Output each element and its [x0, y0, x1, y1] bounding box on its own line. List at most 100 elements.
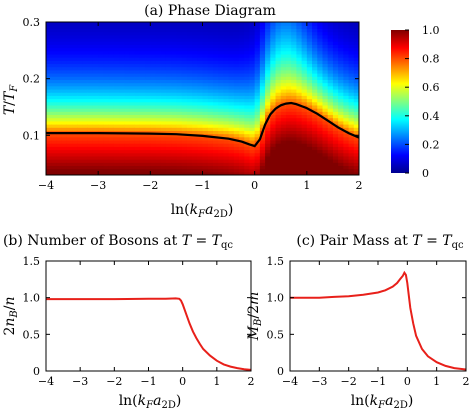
- heatmap-cell: [259, 146, 266, 151]
- heatmap-cell: [353, 124, 359, 128]
- heatmap-cell: [176, 22, 183, 26]
- heatmap-cell: [87, 104, 94, 109]
- heatmap-cell: [160, 165, 167, 170]
- heatmap-cell: [150, 22, 157, 26]
- heatmap-cell: [119, 133, 125, 138]
- heatmap-cell: [134, 66, 141, 71]
- heatmap-cell: [312, 120, 318, 125]
- heatmap-cell: [343, 31, 350, 36]
- heatmap-cell: [322, 22, 329, 26]
- heatmap-cell: [233, 92, 240, 96]
- heatmap-cell: [150, 95, 157, 100]
- heatmap-cell: [343, 95, 350, 100]
- heatmap-cell: [249, 25, 256, 29]
- heatmap-cell: [327, 139, 334, 144]
- heatmap-cell: [197, 60, 204, 65]
- heatmap-cell: [348, 53, 355, 58]
- heatmap-cell: [66, 69, 73, 74]
- heatmap-cell: [228, 108, 235, 112]
- heatmap-cell: [244, 53, 251, 58]
- heatmap-cell: [338, 79, 344, 84]
- heatmap-cell: [322, 108, 329, 112]
- heatmap-cell: [134, 139, 141, 144]
- heatmap-cell: [46, 95, 52, 100]
- heatmap-cell: [139, 44, 146, 49]
- heatmap-cell: [134, 108, 141, 112]
- heatmap-cell: [343, 76, 350, 80]
- heatmap-cell: [343, 22, 350, 26]
- heatmap-cell: [212, 82, 219, 87]
- heatmap-cell: [301, 73, 308, 77]
- heatmap-cell: [343, 85, 350, 90]
- heatmap-cell: [160, 162, 167, 167]
- heatmap-cell: [202, 25, 209, 29]
- heatmap-cell: [82, 92, 89, 96]
- heatmap-cell: [254, 98, 261, 103]
- heatmap-cell: [275, 92, 282, 96]
- heatmap-cell: [338, 143, 344, 147]
- heatmap-cell: [192, 25, 198, 29]
- heatmap-cell: [218, 50, 224, 55]
- heatmap-cell: [66, 98, 73, 103]
- heatmap-cell: [296, 171, 303, 175]
- heatmap-cell: [228, 44, 235, 49]
- heatmap-cell: [207, 69, 214, 74]
- heatmap-cell: [103, 57, 110, 61]
- heatmap-cell: [87, 28, 94, 33]
- heatmap-cell: [212, 120, 219, 125]
- heatmap-cell: [218, 114, 224, 119]
- heatmap-cell: [92, 44, 99, 49]
- heatmap-cell: [280, 133, 287, 138]
- heatmap-cell: [145, 41, 151, 45]
- heatmap-cell: [119, 31, 125, 36]
- heatmap-cell: [343, 82, 350, 87]
- heatmap-cell: [207, 60, 214, 65]
- heatmap-cell: [145, 111, 151, 116]
- heatmap-cell: [155, 63, 162, 68]
- heatmap-cell: [186, 85, 193, 90]
- heatmap-cell: [98, 28, 104, 33]
- heatmap-cell: [181, 155, 188, 160]
- heatmap-cell: [239, 152, 245, 157]
- heatmap-cell: [139, 101, 146, 106]
- heatmap-cell: [145, 44, 151, 49]
- heatmap-cell: [113, 168, 120, 173]
- heatmap-cell: [165, 22, 172, 26]
- heatmap-cell: [254, 168, 261, 173]
- heatmap-cell: [82, 101, 89, 106]
- heatmap-cell: [61, 95, 68, 100]
- heatmap-cell: [317, 88, 324, 93]
- heatmap-cell: [207, 149, 214, 154]
- heatmap-cell: [155, 22, 162, 26]
- heatmap-cell: [113, 120, 120, 125]
- heatmap-cell: [92, 28, 99, 33]
- heatmap-cell: [228, 114, 235, 119]
- heatmap-cell: [124, 37, 131, 42]
- heatmap-cell: [197, 136, 204, 141]
- heatmap-cell: [275, 95, 282, 100]
- heatmap-cell: [181, 73, 188, 77]
- heatmap-cell: [139, 50, 146, 55]
- heatmap-cell: [301, 162, 308, 167]
- bosons-x-tick-label: −1: [140, 375, 156, 388]
- heatmap-cell: [124, 34, 131, 39]
- heatmap-cell: [228, 104, 235, 109]
- heatmap-cell: [192, 95, 198, 100]
- heatmap-cell: [291, 162, 297, 167]
- heatmap-cell: [291, 57, 297, 61]
- heatmap-cell: [327, 44, 334, 49]
- heatmap-cell: [343, 149, 350, 154]
- heatmap-cell: [233, 88, 240, 93]
- heatmap-cell: [202, 53, 209, 58]
- heatmap-cell: [192, 117, 198, 122]
- heatmap-cell: [77, 66, 84, 71]
- heatmap-cell: [186, 120, 193, 125]
- heatmap-cell: [51, 63, 58, 68]
- heatmap-cell: [291, 136, 297, 141]
- heatmap-cell: [66, 22, 73, 26]
- heatmap-cell: [98, 146, 104, 151]
- heatmap-cell: [296, 139, 303, 144]
- heatmap-cell: [223, 69, 230, 74]
- heatmap-cell: [312, 60, 318, 65]
- heatmap-cell: [113, 98, 120, 103]
